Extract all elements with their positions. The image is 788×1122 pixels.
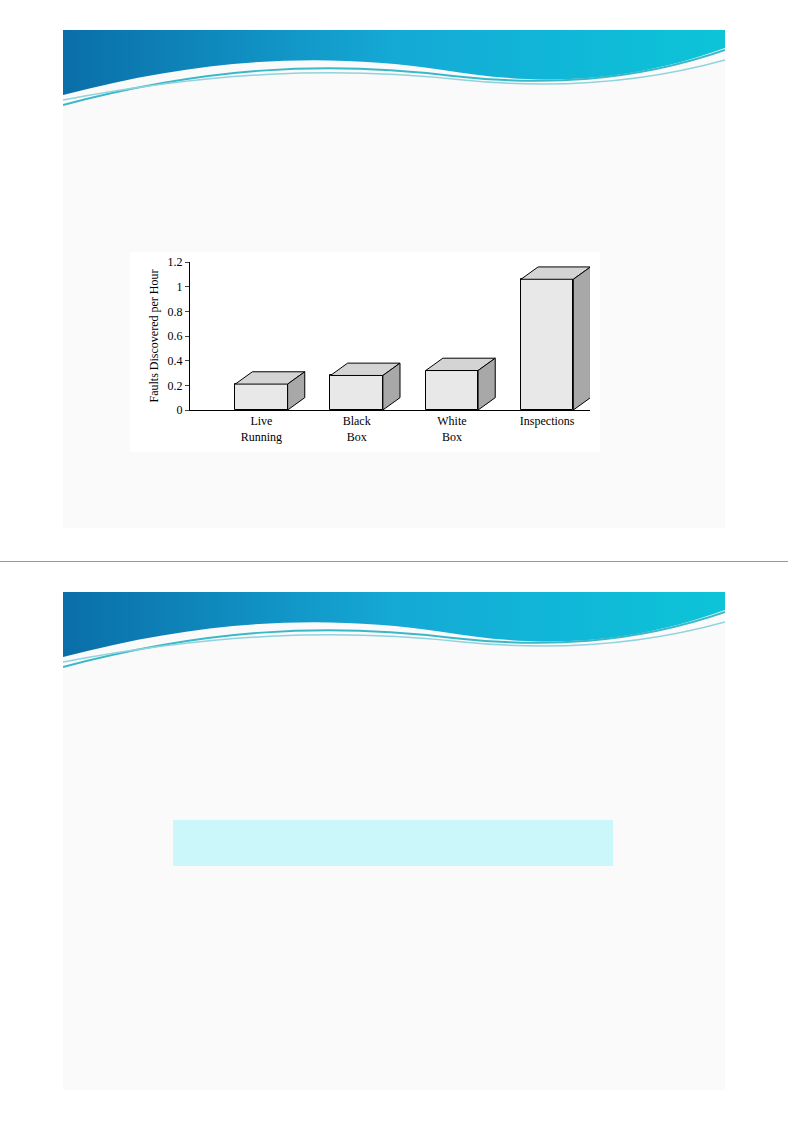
svg-text:BlackBox: BlackBox <box>343 414 371 444</box>
svg-text:1: 1 <box>177 280 183 294</box>
svg-text:0.4: 0.4 <box>168 354 183 368</box>
svg-text:0.2: 0.2 <box>168 379 183 393</box>
svg-text:WhiteBox: WhiteBox <box>437 414 466 444</box>
svg-text:0: 0 <box>177 403 183 417</box>
svg-text:Faults Discovered per Hour: Faults Discovered per Hour <box>147 270 161 403</box>
svg-text:1.2: 1.2 <box>168 255 183 269</box>
svg-text:0.6: 0.6 <box>168 329 183 343</box>
svg-text:0.8: 0.8 <box>168 305 183 319</box>
svg-text:Inspections: Inspections <box>520 414 575 428</box>
svg-text:LiveRunning: LiveRunning <box>241 414 282 444</box>
